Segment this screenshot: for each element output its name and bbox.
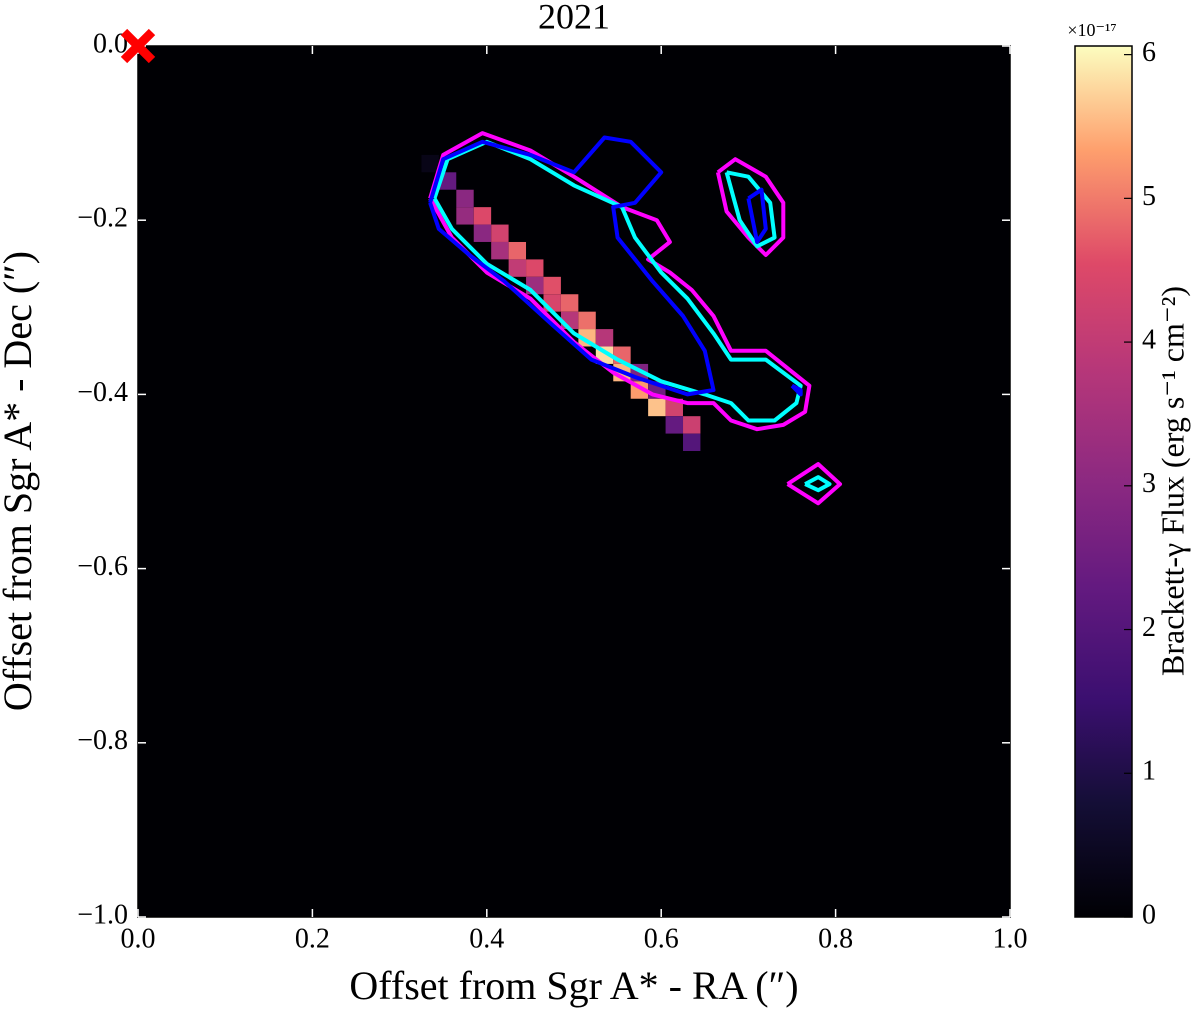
- heatmap-cell: [665, 416, 683, 434]
- x-tick-label: 0.4: [469, 923, 504, 954]
- colorbar-tick-label: 0: [1142, 899, 1156, 930]
- plot-frame: [137, 45, 1011, 918]
- x-tick-label: 0.6: [644, 923, 679, 954]
- heatmap-cell: [648, 398, 666, 417]
- x-tick-label: 0.2: [295, 923, 330, 954]
- contour: [428, 135, 716, 397]
- heatmap-cell: [665, 398, 683, 417]
- colorbar: [1074, 45, 1133, 918]
- heatmap-cell: [526, 259, 544, 277]
- plot-background: [138, 46, 1010, 917]
- heatmap-cell: [491, 241, 509, 260]
- heatmap-cell: [543, 276, 561, 295]
- heatmap-cell: [683, 433, 701, 452]
- x-axis-label: Offset from Sgr A* - RA (″): [349, 963, 798, 1008]
- heatmap-cell: [491, 224, 509, 242]
- heatmap-cell: [508, 241, 527, 260]
- heatmap-cell: [473, 224, 492, 242]
- contour: [432, 139, 803, 423]
- contour: [746, 187, 768, 244]
- heatmap-cell: [595, 329, 614, 347]
- heatmap-cell: [473, 207, 492, 225]
- heatmap-cell: [456, 207, 474, 225]
- chart-title: 2021: [538, 0, 610, 36]
- contour: [715, 157, 786, 257]
- contour: [804, 475, 832, 493]
- y-tick-label: −0.8: [77, 725, 128, 756]
- colorbar-tick-label: 6: [1142, 37, 1156, 68]
- colorbar-tick-label: 4: [1142, 325, 1156, 356]
- x-tick-label: 1.0: [993, 923, 1028, 954]
- x-tick-label: 0.0: [121, 923, 156, 954]
- heatmap-cell: [560, 294, 579, 312]
- colorbar-label: Brackett-γ Flux (erg s⁻¹ cm⁻²): [1154, 286, 1190, 676]
- y-axis-label: Offset from Sgr A* - Dec (″): [0, 251, 40, 711]
- colorbar-tick-label: 5: [1142, 181, 1156, 212]
- heatmap-cell: [456, 189, 474, 208]
- heatmap-cell: [578, 311, 596, 330]
- colorbar-tick-label: 2: [1142, 612, 1156, 643]
- contour: [786, 462, 842, 506]
- y-tick-label: −1.0: [77, 899, 128, 930]
- marker: [120, 28, 156, 64]
- contour: [428, 131, 812, 432]
- heatmap-cell: [421, 154, 439, 173]
- y-tick-label: −0.6: [77, 551, 128, 582]
- colorbar-tick-label: 3: [1142, 468, 1156, 499]
- y-tick-label: −0.2: [77, 203, 128, 234]
- heatmap-cell: [683, 416, 701, 434]
- contour: [790, 383, 803, 397]
- heatmap-cell: [508, 259, 527, 277]
- colorbar-offset: ×10⁻¹⁷: [1067, 20, 1116, 40]
- x-tick-label: 0.8: [818, 923, 853, 954]
- y-tick-label: 0.0: [93, 28, 128, 59]
- y-tick-label: −0.4: [77, 377, 128, 408]
- contour: [724, 170, 777, 249]
- colorbar-tick-label: 1: [1142, 756, 1156, 787]
